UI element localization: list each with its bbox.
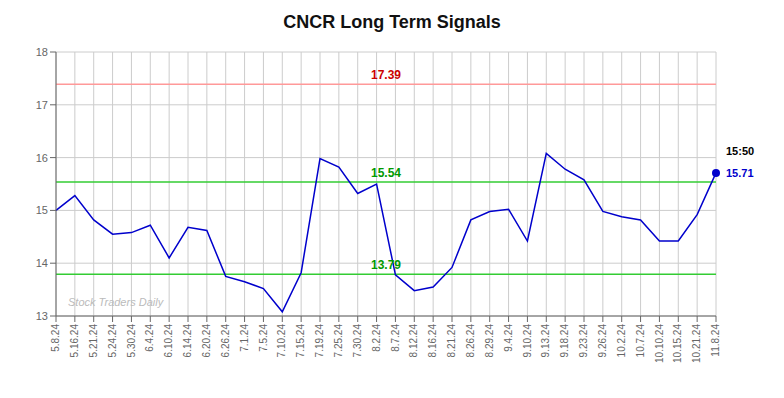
svg-text:7.5.24: 7.5.24 <box>258 324 269 352</box>
svg-text:7.30.24: 7.30.24 <box>352 324 363 358</box>
svg-text:8.16.24: 8.16.24 <box>427 324 438 358</box>
svg-text:8.2.24: 8.2.24 <box>371 324 382 352</box>
svg-text:8.29.24: 8.29.24 <box>484 324 495 358</box>
svg-text:8.26.24: 8.26.24 <box>465 324 476 358</box>
svg-text:11.8.24: 11.8.24 <box>710 324 721 357</box>
svg-text:9.4.24: 9.4.24 <box>503 324 514 352</box>
svg-text:9.10.24: 9.10.24 <box>522 324 533 358</box>
svg-text:15: 15 <box>36 204 48 216</box>
svg-text:6.10.24: 6.10.24 <box>163 324 174 358</box>
svg-text:5.16.24: 5.16.24 <box>69 324 80 358</box>
svg-text:6.20.24: 6.20.24 <box>201 324 212 358</box>
svg-text:9.18.24: 9.18.24 <box>559 324 570 358</box>
svg-text:9.26.24: 9.26.24 <box>597 324 608 358</box>
svg-text:7.15.24: 7.15.24 <box>295 324 306 358</box>
svg-text:8.12.24: 8.12.24 <box>408 324 419 358</box>
svg-text:9.23.24: 9.23.24 <box>578 324 589 358</box>
svg-text:14: 14 <box>36 257 48 269</box>
svg-text:8.7.24: 8.7.24 <box>390 324 401 352</box>
svg-text:5.24.24: 5.24.24 <box>107 324 118 358</box>
svg-text:7.19.24: 7.19.24 <box>314 324 325 358</box>
svg-text:5.21.24: 5.21.24 <box>88 324 99 358</box>
svg-text:7.1.24: 7.1.24 <box>239 324 250 352</box>
svg-text:10.10.24: 10.10.24 <box>654 324 665 363</box>
html-text:CNCR Long Term Signals: CNCR Long Term Signals <box>283 12 501 32</box>
svg-text:8.21.24: 8.21.24 <box>446 324 457 358</box>
svg-text:13.79: 13.79 <box>371 258 401 272</box>
svg-text:6.26.24: 6.26.24 <box>220 324 231 358</box>
svg-text:10.2.24: 10.2.24 <box>616 324 627 358</box>
svg-text:10.15.24: 10.15.24 <box>672 324 683 363</box>
svg-text:15.71: 15.71 <box>726 167 754 179</box>
svg-text:5.30.24: 5.30.24 <box>126 324 137 358</box>
svg-text:6.4.24: 6.4.24 <box>144 324 155 352</box>
svg-text:15:50: 15:50 <box>726 145 754 157</box>
svg-text:18: 18 <box>36 46 48 58</box>
svg-text:17: 17 <box>36 99 48 111</box>
svg-text:10.21.24: 10.21.24 <box>691 324 702 363</box>
svg-text:16: 16 <box>36 152 48 164</box>
svg-text:15.54: 15.54 <box>371 166 401 180</box>
svg-text:5.8.24: 5.8.24 <box>50 324 61 352</box>
svg-text:10.7.24: 10.7.24 <box>635 324 646 358</box>
svg-text:17.39: 17.39 <box>371 68 401 82</box>
svg-text:7.10.24: 7.10.24 <box>276 324 287 358</box>
svg-text:7.25.24: 7.25.24 <box>333 324 344 358</box>
svg-text:6.14.24: 6.14.24 <box>182 324 193 358</box>
html-text:Stock Traders Daily: Stock Traders Daily <box>68 296 164 308</box>
svg-text:9.13.24: 9.13.24 <box>540 324 551 358</box>
svg-text:13: 13 <box>36 310 48 322</box>
